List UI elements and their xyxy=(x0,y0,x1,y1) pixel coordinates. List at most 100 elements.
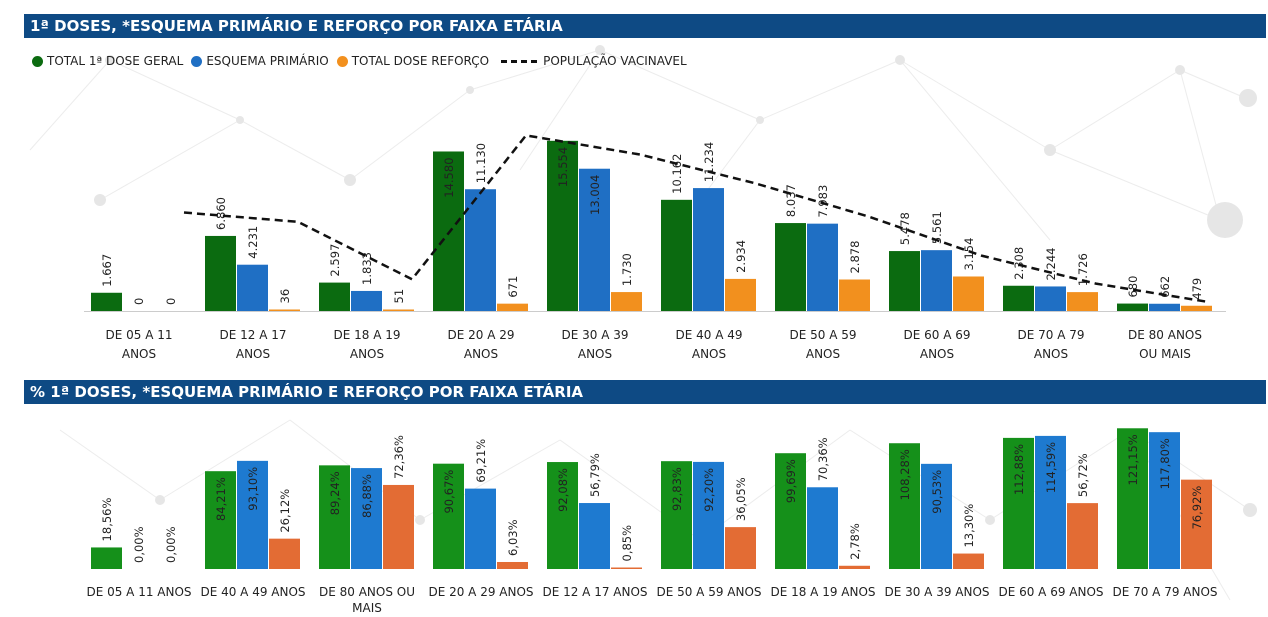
chart0-value-label-s2-c9: 479 xyxy=(1190,278,1204,300)
chart1-value-label-s0-c1: 84,21% xyxy=(214,477,228,521)
chart0-bar-s1-c1 xyxy=(237,264,268,311)
chart0-bar-s1-c9 xyxy=(1149,303,1180,311)
chart0-bar-s1-c2 xyxy=(351,290,382,311)
chart0-value-label-s2-c7: 3.154 xyxy=(962,238,976,271)
chart0-bar-s2-c6 xyxy=(839,279,870,311)
chart0-category-label-8: DE 70 A 79 ANOS xyxy=(1017,328,1084,361)
chart0-value-label-s0-c5: 10.162 xyxy=(670,154,684,194)
chart1-bar-s2-c2 xyxy=(383,484,414,569)
chart0-value-label-s0-c4: 15.554 xyxy=(556,147,570,187)
chart1-value-label-s1-c2: 86,88% xyxy=(360,474,374,518)
chart0-bar-s2-c4 xyxy=(611,292,642,311)
chart1-bar-s2-c4 xyxy=(611,567,642,569)
chart1-category-label-3: DE 20 A 29 ANOS xyxy=(428,585,533,599)
chart0-value-label-s1-c8: 2.244 xyxy=(1044,248,1058,281)
chart1-category-label-4: DE 12 A 17 ANOS xyxy=(542,585,647,599)
chart0-value-label-s2-c3: 671 xyxy=(506,276,520,298)
chart1-bar-s0-c4 xyxy=(547,462,578,569)
legend-label-population: POPULAÇÃO VACINAVEL xyxy=(543,54,687,68)
chart0-bar-s1-c4 xyxy=(579,168,610,311)
chart0-category-label-4: DE 30 A 39 ANOS xyxy=(561,328,628,361)
chart1-value-label-s1-c3: 69,21% xyxy=(474,439,488,483)
chart1-bar-s1-c7 xyxy=(921,463,952,569)
legend-label-first-dose: TOTAL 1ª DOSE GERAL xyxy=(47,54,184,68)
chart0-population-line xyxy=(183,134,1211,304)
legend-swatch-booster xyxy=(336,55,348,67)
chart0-bar-s0-c7 xyxy=(889,251,920,311)
chart0-bar-s2-c3 xyxy=(497,303,528,311)
chart1-value-label-s2-c4: 0,85% xyxy=(620,525,634,562)
chart1-bar-s1-c9 xyxy=(1149,432,1180,569)
chart0-value-label-s1-c3: 11.130 xyxy=(474,143,488,183)
chart0-value-label-s0-c1: 6.860 xyxy=(214,197,228,230)
chart1-bar-s0-c2 xyxy=(319,465,350,569)
chart0-value-label-s2-c1: 36 xyxy=(278,289,292,304)
chart0-bar-s0-c6 xyxy=(775,223,806,311)
chart0-bar-s0-c8 xyxy=(1003,285,1034,311)
chart0-bar-s1-c6 xyxy=(807,223,838,311)
chart0-category-label-7: DE 60 A 69 ANOS xyxy=(903,328,970,361)
chart1-value-label-s0-c9: 121,15% xyxy=(1126,434,1140,485)
chart1-bar-s0-c0 xyxy=(91,547,122,569)
chart0-value-label-s1-c4: 13.004 xyxy=(588,175,602,215)
chart1-value-label-s2-c1: 26,12% xyxy=(278,489,292,533)
chart1-value-label-s1-c1: 93,10% xyxy=(246,467,260,511)
chart1-value-label-s1-c6: 70,36% xyxy=(816,437,830,481)
chart1-bar-s0-c1 xyxy=(205,471,236,569)
chart1-value-label-s2-c7: 13,30% xyxy=(962,504,976,548)
chart0-bar-s2-c7 xyxy=(953,276,984,311)
chart0-value-label-s0-c3: 14.580 xyxy=(442,157,456,197)
chart0-value-label-s1-c0: 0 xyxy=(132,298,146,305)
chart1-value-label-s2-c3: 6,03% xyxy=(506,519,520,556)
chart0-bar-s0-c9 xyxy=(1117,303,1148,311)
chart1-bar-s0-c7 xyxy=(889,443,920,569)
chart1-value-label-s1-c8: 114,59% xyxy=(1044,442,1058,493)
chart1-value-label-s1-c0: 0,00% xyxy=(132,526,146,563)
chart1-bar-s0-c9 xyxy=(1117,428,1148,569)
legend-label-primary-scheme: ESQUEMA PRIMÁRIO xyxy=(206,54,329,68)
chart0-bar-s1-c5 xyxy=(693,188,724,311)
legend-swatch-first-dose xyxy=(32,55,43,67)
chart1-value-label-s0-c5: 92,83% xyxy=(670,467,684,511)
chart0-bar-s1-c7 xyxy=(921,250,952,311)
chart1-value-label-s0-c3: 90,67% xyxy=(442,470,456,514)
chart0-value-label-s2-c2: 51 xyxy=(392,289,406,304)
chart0-category-label-1: DE 12 A 17 ANOS xyxy=(219,328,286,361)
chart1-bar-s1-c1 xyxy=(237,460,268,569)
chart1-title: 1ª DOSES, *ESQUEMA PRIMÁRIO E REFORÇO PO… xyxy=(24,14,1266,38)
chart1-bar-s0-c3 xyxy=(433,463,464,569)
chart1-category-label-5: DE 50 A 59 ANOS xyxy=(656,585,761,599)
chart1-category-label-8: DE 60 A 69 ANOS xyxy=(998,585,1103,599)
chart1-bar-s1-c5 xyxy=(693,461,724,569)
chart0-category-label-0: DE 05 A 11 ANOS xyxy=(105,328,172,361)
chart0-value-label-s0-c0: 1.667 xyxy=(100,254,114,287)
legend-item-first-dose[interactable]: TOTAL 1ª DOSE GERAL xyxy=(32,54,183,68)
chart1-category-label-7: DE 30 A 39 ANOS xyxy=(884,585,989,599)
chart0-bar-s0-c2 xyxy=(319,282,350,311)
chart1-category-label-6: DE 18 A 19 ANOS xyxy=(770,585,875,599)
chart0-bar-s1-c3 xyxy=(465,189,496,311)
chart0-value-label-s2-c8: 1.726 xyxy=(1076,253,1090,286)
chart0-bar-s2-c9 xyxy=(1181,305,1212,311)
chart1-category-label-1: DE 40 A 49 ANOS xyxy=(200,585,305,599)
chart1-bar-s1-c3 xyxy=(465,488,496,569)
chart0-bar-s1-c8 xyxy=(1035,286,1066,311)
chart1-bar-s2-c1 xyxy=(269,538,300,569)
chart1-bar-s0-c5 xyxy=(661,461,692,569)
chart1-value-label-s1-c5: 92,20% xyxy=(702,468,716,512)
chart1-bar-s1-c4 xyxy=(579,503,610,569)
chart1-bar-s1-c6 xyxy=(807,487,838,569)
legend-swatch-population xyxy=(501,59,538,63)
legend-item-booster[interactable]: TOTAL DOSE REFORÇO xyxy=(336,54,489,68)
chart1-legend: TOTAL 1ª DOSE GERAL ESQUEMA PRIMÁRIO TOT… xyxy=(32,52,695,70)
chart1-value-label-s2-c6: 2,78% xyxy=(848,523,862,560)
chart0-category-label-5: DE 40 A 49 ANOS xyxy=(675,328,742,361)
chart1-value-label-s0-c7: 108,28% xyxy=(898,449,912,500)
legend-item-population[interactable]: POPULAÇÃO VACINAVEL xyxy=(497,54,687,68)
chart0-value-label-s2-c6: 2.878 xyxy=(848,241,862,274)
chart0-bar-s2-c5 xyxy=(725,278,756,311)
chart1-value-label-s0-c2: 89,24% xyxy=(328,471,342,515)
legend-item-primary-scheme[interactable]: ESQUEMA PRIMÁRIO xyxy=(191,54,329,68)
chart0-value-label-s0-c6: 8.037 xyxy=(784,184,798,217)
